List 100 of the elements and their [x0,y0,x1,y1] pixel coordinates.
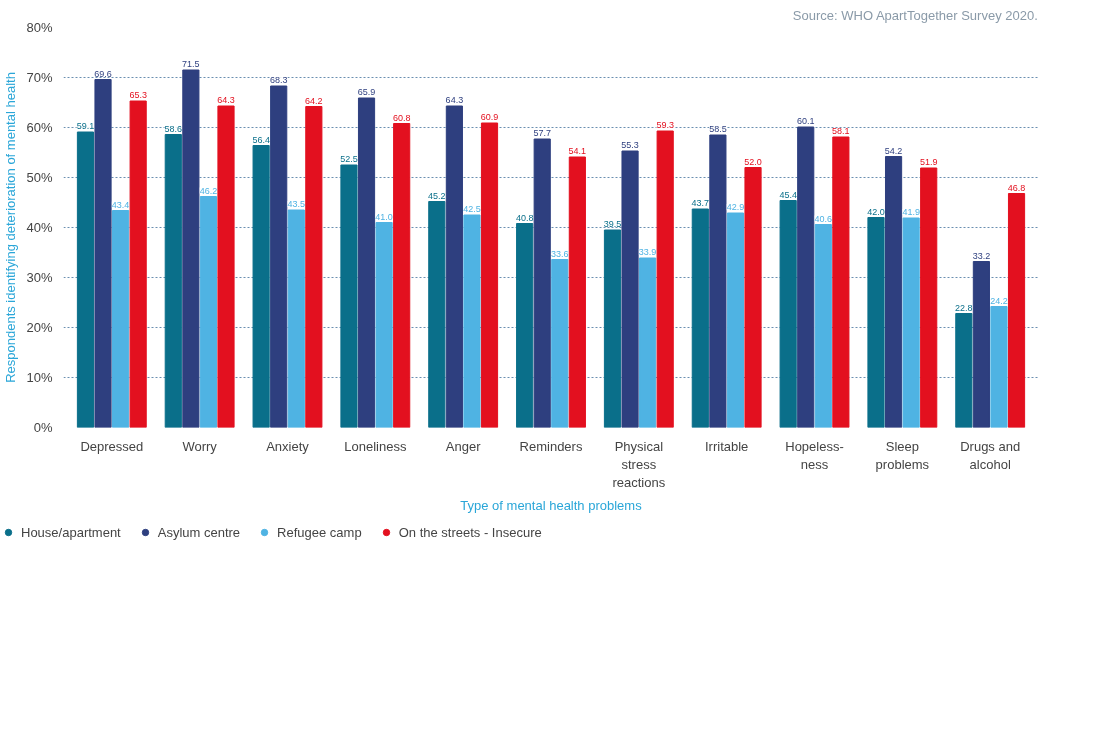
bar [445,105,463,428]
x-tick-label: Anxiety [266,438,310,454]
x-tick-label: Worry [182,438,218,454]
data-label: 51.9 [919,157,938,167]
data-label: 33.2 [972,250,991,261]
data-label: 52.5 [340,154,358,164]
data-label: 45.2 [428,190,446,201]
data-label: 65.9 [357,87,376,97]
data-label: 54.2 [884,145,903,156]
data-label: 43.4 [111,199,130,210]
data-label: 54.1 [568,146,587,156]
data-label: 71.5 [182,59,200,69]
data-label: 57.7 [533,128,551,138]
data-label: 45.4 [779,189,797,200]
bar [480,122,499,428]
bar [129,100,147,428]
bar [551,259,569,428]
bar [867,217,885,428]
data-label: 64.2 [305,95,323,106]
bar [902,217,920,428]
bar [428,201,446,428]
y-tick-label: 60% [26,120,53,135]
y-axis-title: Respondents identifying deterioration of mental health [3,72,19,383]
source-note: Source: WHO ApartTogether Survey 2020. [792,7,1038,23]
x-axis-title: Type of mental health problems [460,497,643,513]
legend-label: House/apartment [21,524,121,540]
bar [252,145,270,428]
bar [814,224,832,428]
bar [357,97,376,428]
data-label: 40.6 [814,213,833,224]
bar [726,212,745,428]
bar [305,106,323,428]
bar [94,79,112,428]
bar [463,214,481,428]
bar [287,209,305,428]
data-label: 24.2 [990,295,1008,306]
x-tick-label: Sleep problems [875,438,930,472]
x-tick-label: Physical stress reactions [612,438,666,490]
data-label: 33.6 [551,248,569,259]
data-label: 52.0 [744,156,762,167]
x-tick-label: Anger [445,438,482,454]
data-label: 22.8 [955,302,973,313]
bar [920,167,938,428]
data-label: 56.4 [252,134,270,145]
bar [797,126,815,428]
x-tick-label: Depressed [80,438,144,454]
data-label: 55.3 [621,140,639,150]
bar [639,257,657,428]
data-label: 33.9 [638,247,657,257]
bar [182,69,200,428]
bar [779,200,797,428]
bar [76,131,95,428]
bar [568,156,586,428]
x-tick-label: Reminders [519,438,583,454]
data-label: 60.8 [392,112,411,123]
bar [270,85,288,428]
y-tick-label: 80% [26,20,53,35]
bar [744,167,762,428]
data-label: 58.6 [164,123,183,134]
data-label: 46.2 [199,185,218,196]
x-tick-label: Hopeless- ness [785,438,844,472]
bar [832,136,850,428]
data-label: 41.0 [375,211,393,222]
data-label: 43.5 [287,199,306,209]
data-label: 60.1 [796,116,815,126]
legend-label: On the streets - Insecure [398,524,542,540]
y-tick-label: 40% [26,220,53,235]
bar [217,105,235,428]
legend-label: Refugee camp [277,524,362,540]
data-label: 39.5 [603,219,622,229]
data-label: 64.3 [445,95,464,105]
data-label: 41.9 [902,207,920,217]
data-label: 58.5 [709,124,727,134]
data-label: 42.5 [463,204,481,214]
y-tick-label: 10% [26,370,53,385]
data-label: 40.8 [515,212,534,223]
bar [375,222,393,428]
bar [340,164,358,428]
data-label: 59.3 [656,120,674,130]
bar [990,306,1008,428]
y-tick-label: 70% [26,70,53,85]
data-label: 42.9 [726,202,745,212]
bar [199,196,218,428]
y-tick-label: 20% [26,320,53,335]
bar [164,134,182,428]
legend-label: Asylum centre [157,524,241,540]
data-label: 60.9 [480,112,499,122]
bar [621,150,639,428]
data-label: 58.1 [832,126,850,136]
data-label: 68.3 [269,75,288,85]
data-label: 65.3 [129,90,147,100]
bar [516,223,534,428]
y-tick-label: 0% [33,420,53,435]
bar [972,261,990,428]
bar [393,123,411,428]
bar [533,138,551,428]
bar [884,156,903,428]
bar [112,210,130,428]
data-label: 64.3 [217,95,235,105]
y-tick-label: 50% [26,170,53,185]
